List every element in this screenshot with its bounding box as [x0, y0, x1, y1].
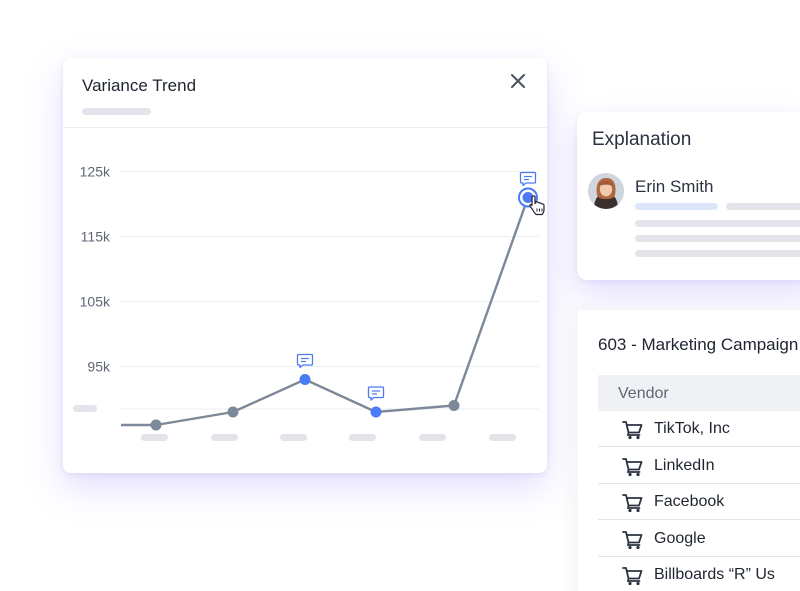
variance-trend-card: Variance Trend 125k 115k 105k 95k: [63, 58, 547, 473]
card-divider: [63, 127, 547, 128]
vendor-name: Google: [654, 529, 706, 547]
x-tick-placeholder: [280, 434, 307, 441]
data-point: [448, 400, 460, 411]
x-tick-placeholder: [489, 434, 516, 441]
table-row[interactable]: Billboards “R” Us: [598, 557, 800, 591]
comment-placeholder-line: [726, 203, 800, 210]
y-tick-label: 125k: [80, 164, 111, 180]
x-tick-placeholder: [349, 434, 376, 441]
data-point: [227, 406, 239, 418]
comment-icon[interactable]: [296, 353, 314, 369]
vendor-name: Facebook: [654, 493, 725, 511]
comment-placeholder-line: [635, 220, 800, 227]
table-row[interactable]: Google: [598, 521, 800, 557]
cart-icon: [622, 457, 643, 476]
y-tick-placeholder: [73, 405, 97, 412]
vendor-table-card: 603 - Marketing Campaign Vendor TikTok, …: [578, 310, 800, 591]
variance-line-chart: 125k 115k 105k 95k: [73, 164, 545, 441]
close-button[interactable]: [507, 70, 529, 92]
author-name: Erin Smith: [635, 177, 714, 196]
data-point: [150, 419, 162, 431]
comment-icon[interactable]: [367, 386, 385, 401]
y-tick-label: 95k: [87, 359, 111, 375]
chart-title: Variance Trend: [82, 76, 197, 95]
vendor-name: TikTok, Inc: [654, 420, 730, 437]
x-tick-placeholder: [211, 434, 238, 441]
table-row[interactable]: Facebook: [598, 484, 800, 521]
table-title: 603 - Marketing Campaign: [598, 335, 799, 354]
hand-cursor-icon: [529, 195, 545, 216]
column-header-vendor: Vendor: [618, 385, 669, 402]
table-header: Vendor: [598, 375, 800, 411]
comment-placeholder-line: [635, 250, 800, 257]
data-point: [370, 406, 382, 418]
subtitle-placeholder: [82, 108, 151, 115]
y-tick-label: 105k: [80, 294, 111, 310]
avatar: [588, 173, 624, 209]
x-tick-placeholder: [419, 434, 446, 441]
cart-icon: [622, 530, 643, 549]
series-line: [121, 197, 530, 427]
comment-icon[interactable]: [519, 171, 537, 187]
data-point: [299, 374, 311, 385]
comment-placeholder-line: [635, 235, 800, 242]
y-tick-label: 115k: [81, 229, 111, 245]
table-row[interactable]: LinkedIn: [598, 448, 800, 484]
data-point: [522, 192, 534, 203]
comment-placeholder-line: [635, 203, 718, 210]
close-icon: [511, 74, 525, 88]
explanation-title: Explanation: [592, 129, 692, 150]
cart-icon: [622, 567, 643, 586]
explanation-card: Explanation Erin Smith: [577, 112, 800, 280]
cart-icon: [622, 494, 643, 513]
x-tick-placeholder: [141, 434, 168, 441]
table-row[interactable]: TikTok, Inc: [598, 411, 800, 447]
vendor-name: LinkedIn: [654, 456, 715, 474]
cart-icon: [622, 421, 643, 440]
vendor-name: Billboards “R” Us: [654, 566, 775, 584]
